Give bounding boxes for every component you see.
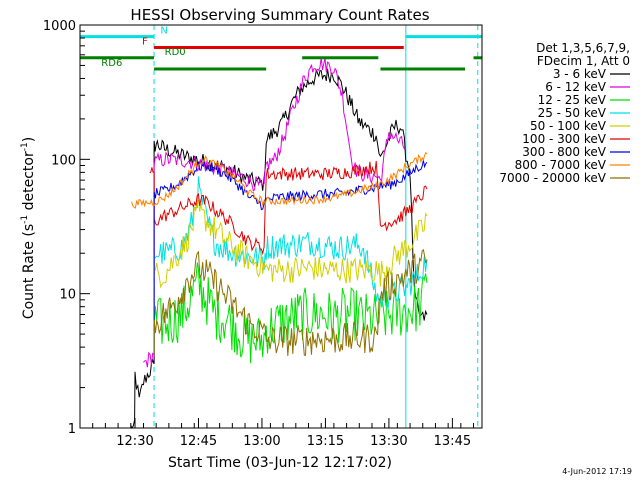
legend-entry-label: 800 - 7000 keV bbox=[515, 158, 607, 172]
y-axis: 1 10 100 1000 bbox=[43, 19, 90, 437]
series-trace bbox=[153, 160, 428, 355]
x-tick-label: 13:15 bbox=[307, 434, 344, 449]
y-tick-label: 1 bbox=[68, 422, 76, 437]
legend-entry-label: 7000 - 20000 keV bbox=[499, 171, 606, 185]
timestamp: 4-Jun-2012 17:19 bbox=[562, 467, 632, 476]
legend-entry-label: 50 - 100 keV bbox=[530, 119, 607, 133]
x-tick-label: 13:30 bbox=[370, 434, 407, 449]
flag-label: RD6 bbox=[101, 58, 122, 69]
x-axis-label: Start Time (03-Jun-12 12:17:02) bbox=[168, 455, 392, 471]
chart-title: HESSI Observing Summary Count Rates bbox=[130, 6, 429, 24]
y-tick-label: 10 bbox=[59, 288, 76, 303]
series-trace bbox=[131, 151, 428, 209]
y-tick-label: 100 bbox=[51, 153, 76, 168]
y-label-main: Count Rate (s bbox=[21, 224, 37, 319]
flag-label: N bbox=[160, 26, 167, 37]
legend-entry-label: 12 - 25 keV bbox=[538, 93, 607, 107]
series-trace bbox=[143, 57, 406, 368]
legend-header-line-1: Det 1,3,5,6,7,9, bbox=[536, 41, 630, 55]
y-label-end: ) bbox=[21, 137, 37, 142]
legend: Det 1,3,5,6,7,9, FDecim 1, Att 0 3 - 6 k… bbox=[499, 41, 630, 185]
legend-entry-label: 100 - 300 keV bbox=[522, 132, 606, 146]
x-tick-label: 13:45 bbox=[434, 434, 471, 449]
legend-entry-label: 3 - 6 keV bbox=[553, 67, 607, 81]
plot-frame bbox=[79, 24, 483, 429]
x-axis: 12:30 12:45 13:00 13:15 13:30 13:45 bbox=[92, 418, 475, 449]
flag-label: RD0 bbox=[165, 47, 186, 58]
legend-entry-label: 6 - 12 keV bbox=[545, 80, 607, 94]
y-tick-label: 1000 bbox=[43, 19, 76, 34]
plot-area: N F RD0 RD6 bbox=[79, 25, 482, 430]
y-label-sup: -1 bbox=[20, 215, 30, 224]
series-trace bbox=[153, 248, 428, 357]
y-label-tail: detector bbox=[21, 151, 37, 215]
series-trace bbox=[153, 176, 428, 355]
x-tick-label: 12:30 bbox=[116, 434, 153, 449]
legend-entry-label: 25 - 50 keV bbox=[538, 106, 607, 120]
flag-label: F bbox=[142, 36, 148, 47]
series-trace bbox=[153, 198, 428, 355]
legend-header-line-2: FDecim 1, Att 0 bbox=[537, 54, 630, 68]
x-tick-label: 13:00 bbox=[243, 434, 280, 449]
series-trace bbox=[153, 262, 428, 364]
x-tick-label: 12:45 bbox=[180, 434, 217, 449]
series-trace bbox=[130, 68, 428, 430]
y-axis-label: Count Rate (s-1 detector-1) bbox=[20, 137, 37, 319]
series-trace bbox=[149, 160, 428, 256]
legend-entry-label: 300 - 800 keV bbox=[522, 145, 606, 159]
y-label-sup-2: -1 bbox=[20, 142, 30, 151]
